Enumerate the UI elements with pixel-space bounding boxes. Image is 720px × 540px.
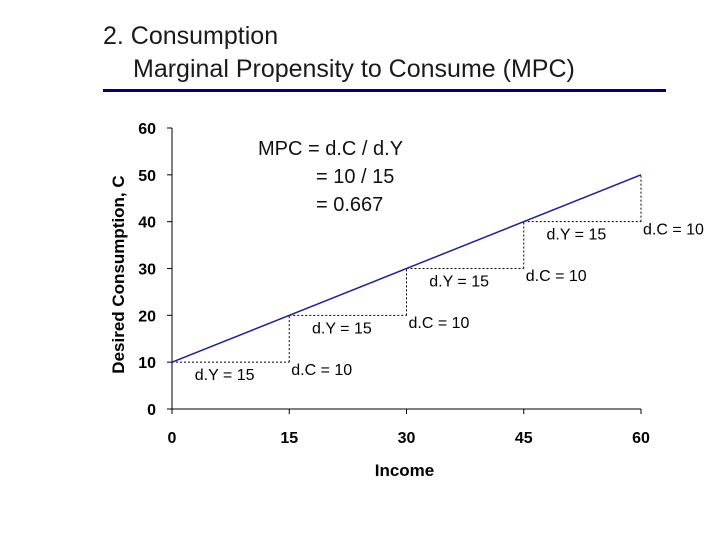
x-tick-label: 30 [398, 430, 416, 447]
x-axis-title: Income [375, 461, 435, 480]
slide-title: 2. Consumption Marginal Propensity to Co… [103, 20, 575, 86]
formula-line-1: MPC = d.C / d.Y [258, 138, 404, 160]
y-tick-label: 30 [138, 262, 156, 279]
step-dy-label: d.Y = 15 [312, 320, 372, 337]
chart-marks: d.Y = 15 d.C = 10 d.Y = 15 d.C = 10 d.Y = 15… [171, 174, 704, 384]
step-dy-label: d.Y = 15 [546, 227, 606, 244]
y-tick-label: 50 [138, 168, 156, 185]
y-tick-label: 40 [138, 215, 156, 232]
step-dy-label: d.Y = 15 [195, 367, 255, 384]
y-tick-label: 60 [138, 121, 156, 138]
step-dc-label: d.C = 10 [526, 268, 587, 285]
title-divider [103, 89, 666, 92]
formula-line-3: = 0.667 [316, 194, 384, 216]
formula-line-2: = 10 / 15 [316, 166, 395, 188]
step-dc-label: d.C = 10 [291, 362, 352, 379]
axes: 0 10 20 30 40 50 60 0 15 30 45 60 Income Desired Cons… [109, 121, 650, 480]
y-tick-label: 20 [138, 308, 156, 325]
y-tick-label: 0 [147, 402, 156, 419]
step-dc-label: d.C = 10 [643, 221, 704, 238]
y-tick-label: 10 [138, 355, 156, 372]
x-tick-label: 45 [515, 430, 533, 447]
step-dy-label: d.Y = 15 [429, 274, 489, 291]
title-line-2: Marginal Propensity to Consume (MPC) [133, 55, 575, 83]
x-tick-label: 0 [168, 430, 177, 447]
consumption-line [171, 174, 642, 363]
title-line-1: 2. Consumption [103, 22, 279, 50]
step-dc-label: d.C = 10 [409, 315, 470, 332]
x-tick-label: 15 [280, 430, 298, 447]
y-axis-title: Desired Consumption, C [109, 175, 128, 373]
x-tick-label: 60 [632, 430, 650, 447]
